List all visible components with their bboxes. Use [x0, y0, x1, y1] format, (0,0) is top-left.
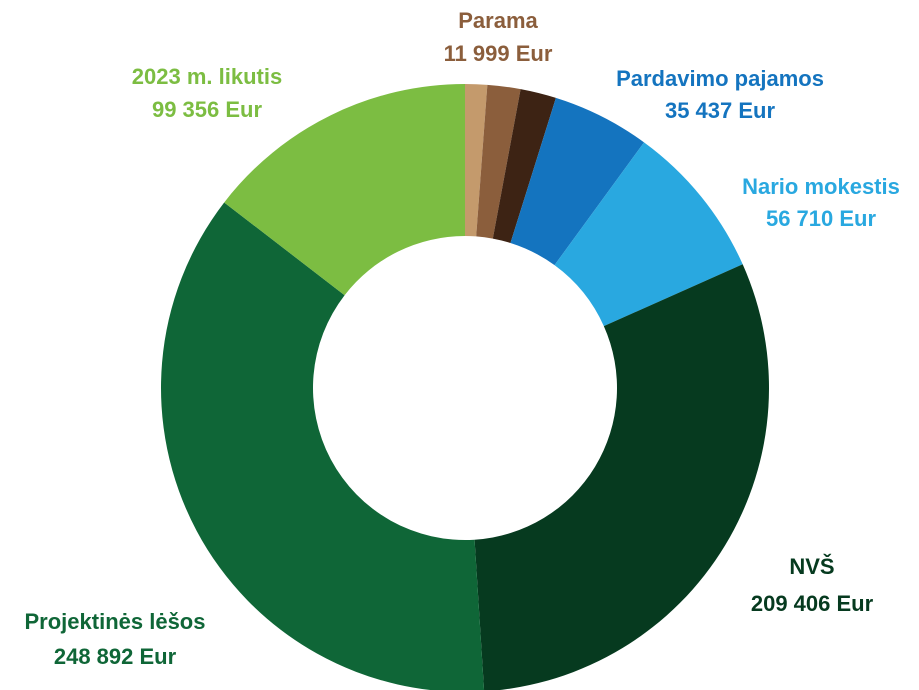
donut-slice [161, 202, 485, 690]
donut-slice [224, 84, 465, 296]
donut-slice [465, 84, 488, 237]
slice-value: 56 710 Eur [766, 206, 877, 231]
donut-slice [510, 97, 645, 266]
slice-value: 99 356 Eur [152, 97, 263, 122]
slice-value: 35 437 Eur [665, 98, 776, 123]
slice-name: Parama [458, 8, 538, 33]
slice-name: 2023 m. likutis [132, 64, 282, 89]
slice-name: Nario mokestis [742, 174, 900, 199]
donut-slice [554, 142, 743, 327]
donut-slice [474, 264, 769, 690]
slice-value: 11 999 Eur [444, 41, 553, 66]
donut-slice [476, 84, 521, 239]
donut-slice [492, 89, 556, 243]
slice-name: NVŠ [789, 554, 834, 579]
slice-value: 248 892 Eur [54, 644, 177, 669]
slice-name: Pardavimo pajamos [616, 66, 824, 91]
slice-name: Projektinės lėšos [25, 609, 206, 634]
slice-value: 209 406 Eur [751, 591, 874, 616]
